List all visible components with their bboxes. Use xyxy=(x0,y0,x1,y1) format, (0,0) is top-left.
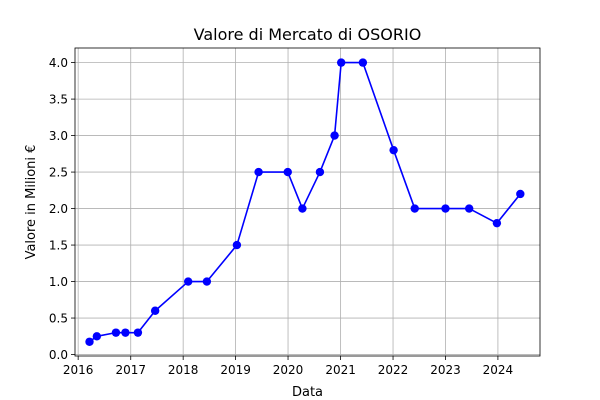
data-point xyxy=(121,328,130,337)
x-tick-label: 2017 xyxy=(115,363,146,377)
data-point xyxy=(184,277,193,286)
chart-title: Valore di Mercato di OSORIO xyxy=(194,25,422,44)
y-tick-label: 0.5 xyxy=(49,312,68,326)
data-point xyxy=(441,204,450,213)
data-point xyxy=(358,58,368,67)
data-point xyxy=(232,240,242,250)
data-point xyxy=(516,189,525,199)
data-point xyxy=(410,204,419,213)
x-axis-label: Data xyxy=(292,385,323,400)
data-point xyxy=(202,277,212,286)
x-tick-label: 2023 xyxy=(430,363,461,377)
plot-area xyxy=(85,58,525,346)
axis-ticks: 2016 2017 2018 2019 2020 2021 2022 2023 2024 0.0 0… xyxy=(49,56,513,377)
x-tick-label: 2022 xyxy=(378,363,409,377)
data-point xyxy=(492,218,502,228)
y-tick-label: 2.5 xyxy=(49,166,68,180)
x-tick-label: 2020 xyxy=(273,363,304,377)
y-tick-label: 0.0 xyxy=(49,348,68,362)
data-point xyxy=(464,204,474,213)
series-line xyxy=(89,61,521,343)
y-tick-label: 2.0 xyxy=(49,202,68,216)
y-tick-label: 1.0 xyxy=(49,275,68,289)
data-point xyxy=(283,167,292,177)
x-tick-label: 2024 xyxy=(483,363,514,377)
data-point xyxy=(133,328,143,337)
y-tick-label: 4.0 xyxy=(49,56,68,70)
data-point xyxy=(85,337,94,346)
x-tick-label: 2021 xyxy=(325,363,356,377)
data-point xyxy=(389,145,398,155)
data-point xyxy=(254,167,263,177)
y-tick-label: 1.5 xyxy=(49,239,68,253)
data-point xyxy=(92,332,102,341)
data-point xyxy=(298,204,307,213)
data-point xyxy=(150,306,160,315)
y-tick-label: 3.0 xyxy=(49,129,68,143)
y-tick-label: 3.5 xyxy=(49,93,68,107)
x-tick-label: 2019 xyxy=(220,363,251,377)
plot-frame xyxy=(74,47,541,357)
data-point xyxy=(330,131,339,140)
data-point xyxy=(315,167,325,177)
data-point xyxy=(336,58,346,67)
y-axis-label: Valore in Milioni € xyxy=(24,145,39,260)
x-tick-label: 2018 xyxy=(168,363,199,377)
data-point xyxy=(111,328,121,337)
x-tick-label: 2016 xyxy=(63,363,94,377)
grid xyxy=(75,48,540,356)
